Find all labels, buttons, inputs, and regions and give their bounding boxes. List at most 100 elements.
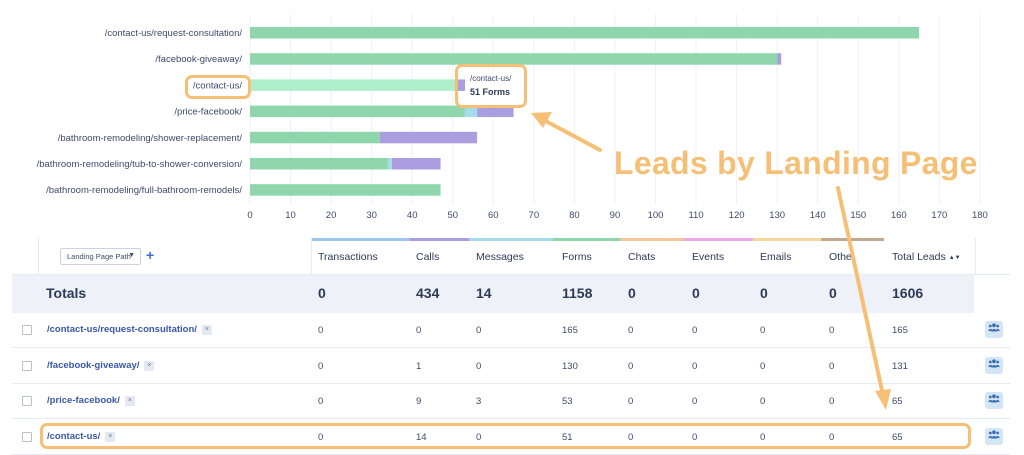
category-label: /contact-us/ xyxy=(193,80,242,91)
x-tick-label: 40 xyxy=(407,210,418,221)
totals-value: 0 xyxy=(760,285,768,301)
column-header[interactable]: Transactions xyxy=(318,251,378,263)
category-label: /bathroom-remodeling/full-bathroom-remod… xyxy=(46,185,242,196)
totals-value: 0 xyxy=(628,285,636,301)
landing-page-path-link[interactable]: /price-facebook/× xyxy=(47,395,135,406)
table-cell: 0 xyxy=(692,360,698,372)
column-header[interactable]: Othe xyxy=(829,251,852,263)
row-checkbox[interactable] xyxy=(22,431,32,442)
sort-icon[interactable]: ▲▼ xyxy=(948,255,961,261)
column-header[interactable]: Messages xyxy=(476,251,524,263)
x-tick-label: 100 xyxy=(648,210,664,221)
column-divider xyxy=(311,238,312,275)
users-icon[interactable] xyxy=(985,392,1003,409)
column-header[interactable]: Chats xyxy=(628,251,656,263)
category-label: /facebook-giveaway/ xyxy=(155,54,242,65)
row-checkbox[interactable] xyxy=(22,360,32,371)
bar-segment xyxy=(777,53,782,65)
column-color-bar xyxy=(553,238,620,241)
highlight-contact-us-row xyxy=(40,423,971,449)
column-divider xyxy=(38,238,39,275)
column-header[interactable]: Calls xyxy=(416,251,440,263)
table-row[interactable]: /facebook-giveaway/× 0 1 0 130 0 0 0 0 131 xyxy=(12,349,1010,384)
table-row[interactable]: /price-facebook/× 0 9 3 53 0 0 0 0 65 xyxy=(12,384,1010,419)
table-cell: 0 xyxy=(760,325,766,336)
table-cell: 0 xyxy=(829,431,835,443)
bar-chart-svg: 0 10 20 30 40 50 60 70 80 90 100 110 120 130 140 150 160… xyxy=(37,14,988,221)
table-cell: 0 xyxy=(829,396,835,407)
category-label: /price-facebook/ xyxy=(174,107,242,118)
bar-segment xyxy=(250,158,388,170)
column-header[interactable]: Emails xyxy=(760,251,792,263)
totals-label: Totals xyxy=(46,285,87,301)
table-cell: 131 xyxy=(892,360,908,372)
table-cell: 65 xyxy=(892,396,903,407)
totals-row: Totals 0 434 14 1158 0 0 0 0 1606 xyxy=(12,275,974,313)
table-cell: 0 xyxy=(829,325,835,336)
column-color-bar xyxy=(311,238,410,241)
table-cell: 165 xyxy=(562,325,578,336)
totals-value: 0 xyxy=(829,285,837,301)
highlight-tooltip xyxy=(455,64,527,108)
table-cell: 0 xyxy=(318,325,324,336)
bar-segment xyxy=(250,105,465,118)
remove-filter-icon[interactable]: × xyxy=(105,431,116,442)
category-label: /bathroom-remodeling/shower-replacement/ xyxy=(58,133,243,144)
table-header: Landing Page Path ▼ + Transactions Calls M… xyxy=(12,238,1010,275)
bar-segment xyxy=(250,27,920,39)
x-tick-label: 130 xyxy=(769,210,785,221)
chart-tooltip: /contact-us/ 51 Forms xyxy=(465,71,523,103)
x-tick-label: 90 xyxy=(610,210,621,221)
remove-filter-icon[interactable]: × xyxy=(144,360,155,371)
leads-by-landing-page-chart: 0 10 20 30 40 50 60 70 80 90 100 110 120 130 140 150 160… xyxy=(37,14,988,221)
totals-value: 434 xyxy=(416,285,440,301)
tooltip-title: /contact-us/ xyxy=(470,74,512,83)
dimension-select[interactable]: Landing Page Path ▼ xyxy=(60,248,141,265)
landing-page-path-link[interactable]: /facebook-giveaway/× xyxy=(47,360,155,371)
table-cell: 1 xyxy=(416,360,422,372)
table-cell: 9 xyxy=(416,396,422,407)
bar-segment xyxy=(250,131,380,144)
table-cell: 130 xyxy=(562,360,578,372)
landing-page-path-link[interactable]: /contact-us/× xyxy=(47,431,116,442)
users-icon[interactable] xyxy=(985,356,1003,374)
totals-value: 1158 xyxy=(562,285,593,301)
add-dimension-button[interactable]: + xyxy=(146,247,155,263)
x-tick-label: 170 xyxy=(931,210,947,221)
table-cell: 0 xyxy=(416,325,422,336)
users-icon[interactable] xyxy=(985,427,1003,445)
highlight-contact-us-label xyxy=(185,75,251,99)
column-header[interactable]: Total Leads ▲▼ xyxy=(892,251,961,263)
table-cell: 0 xyxy=(628,360,634,372)
table-cell: 0 xyxy=(476,360,482,372)
landing-page-path-link[interactable]: /contact-us/request-consultation/× xyxy=(47,324,212,335)
leads-table: Landing Page Path ▼ + Transactions Calls M… xyxy=(0,238,1024,455)
table-cell: 3 xyxy=(476,396,482,407)
x-tick-label: 160 xyxy=(891,210,907,221)
bar-segment xyxy=(391,158,441,170)
column-header[interactable]: Forms xyxy=(562,251,592,263)
tooltip-value: 51 Forms xyxy=(470,86,511,97)
table-cell: 0 xyxy=(760,431,766,443)
x-tick-label: 180 xyxy=(972,210,988,221)
table-cell: 0 xyxy=(476,431,482,443)
remove-filter-icon[interactable]: × xyxy=(201,325,212,335)
totals-value: 0 xyxy=(692,285,700,301)
column-color-bar xyxy=(469,238,553,241)
row-checkbox[interactable] xyxy=(22,396,32,406)
bar-segment xyxy=(250,79,457,91)
table-cell: 0 xyxy=(476,325,482,336)
table-cell: 14 xyxy=(416,431,427,443)
table-cell: 0 xyxy=(318,396,324,407)
column-color-bar xyxy=(684,238,753,241)
row-checkbox[interactable] xyxy=(22,325,32,335)
column-header[interactable]: Events xyxy=(692,251,725,263)
table-row[interactable]: /contact-us/request-consultation/× 0 0 0 165… xyxy=(12,313,1010,348)
x-tick-label: 70 xyxy=(529,210,540,221)
category-label: /bathroom-remodeling/tub-to-shower-conve… xyxy=(37,159,243,170)
remove-filter-icon[interactable]: × xyxy=(124,396,135,406)
bar-segment xyxy=(250,184,441,196)
users-icon[interactable] xyxy=(985,321,1003,338)
table-cell: 0 xyxy=(692,325,698,336)
column-color-bar xyxy=(620,238,684,241)
